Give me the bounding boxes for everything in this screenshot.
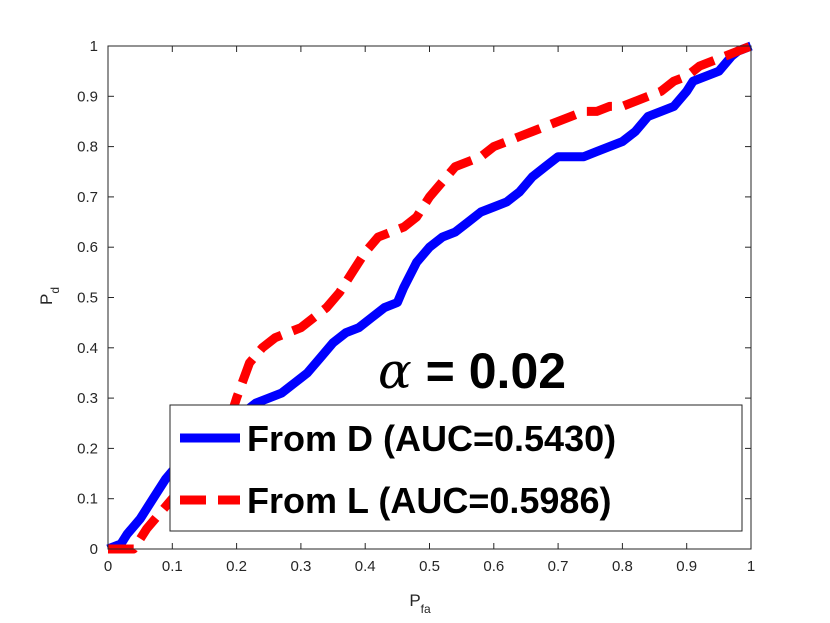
x-axis: 0 0.1 0.2 0.3 0.4 0.5 0.6 0.7 0.8 0.9 1 [104, 46, 755, 575]
y-tick-label: 1 [90, 38, 98, 55]
y-tick-label: 0.1 [77, 491, 98, 508]
series-line-from-l [108, 41, 753, 554]
x-tick-label: 0.1 [162, 558, 183, 575]
y-tick-label: 0.2 [77, 440, 98, 457]
legend-label-from-l: From L (AUC=0.5986) [247, 480, 611, 521]
x-tick-label: 0.7 [548, 558, 569, 575]
alpha-annotation: α = 0.02 [378, 342, 566, 400]
y-tick-label: 0.7 [77, 189, 98, 206]
y-tick-label: 0.8 [77, 139, 98, 156]
legend-label-from-d: From D (AUC=0.5430) [247, 418, 616, 459]
x-tick-label: 0.5 [419, 558, 440, 575]
y-axis: 0 0.1 0.2 0.3 0.4 0.5 0.6 0.7 0.8 0.9 1 [77, 38, 751, 558]
x-tick-label: 0.6 [483, 558, 504, 575]
x-tick-label: 0.2 [226, 558, 247, 575]
x-tick-label: 1 [747, 558, 755, 575]
y-tick-label: 0.9 [77, 88, 98, 105]
y-tick-label: 0.6 [77, 239, 98, 256]
x-tick-label: 0.4 [355, 558, 376, 575]
x-tick-label: 0 [104, 558, 112, 575]
legend-box [169, 404, 743, 532]
legend: From D (AUC=0.5430) From L (AUC=0.5986) [169, 404, 743, 532]
y-tick-label: 0 [90, 541, 98, 558]
y-tick-label: 0.5 [77, 290, 98, 307]
y-axis-label: Pd [37, 287, 62, 305]
y-tick-label: 0.4 [77, 340, 98, 357]
x-tick-label: 0.8 [612, 558, 633, 575]
x-axis-label: Pfa [409, 591, 431, 616]
x-tick-label: 0.3 [290, 558, 311, 575]
y-tick-label: 0.3 [77, 390, 98, 407]
x-tick-label: 0.9 [676, 558, 697, 575]
